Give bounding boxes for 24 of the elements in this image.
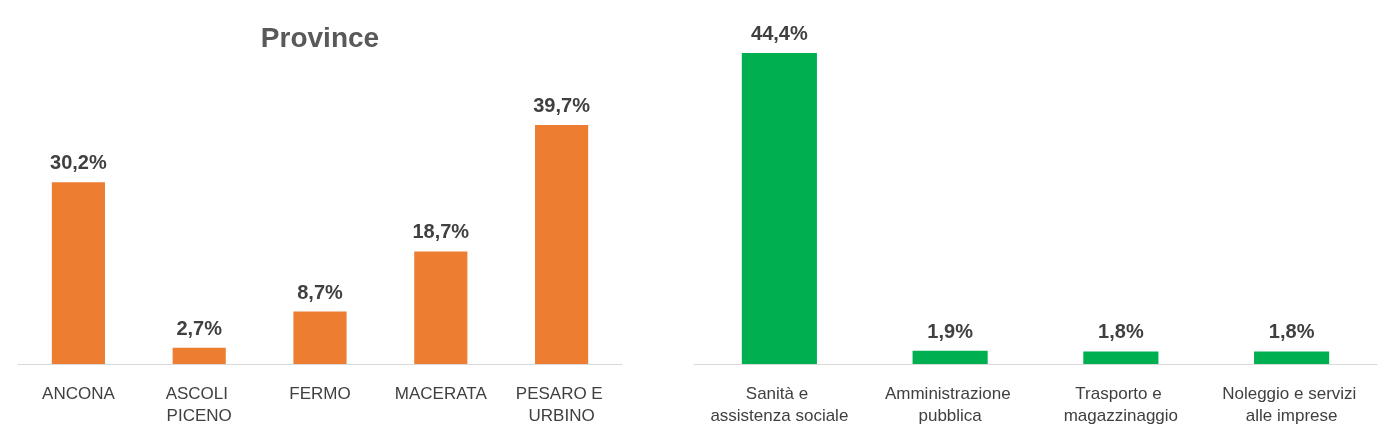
data-label: 1,8% [1268,320,1315,343]
x-tick-label: Amministrazione pubblica [884,383,1016,425]
x-tick-label: Sanità e assistenza sociale [710,383,849,425]
x-tick-label: ASCOLI PICENO [165,383,233,425]
x-tick-label: Trasporto e magazzinaggio [1063,383,1179,425]
x-tick-label: PESARO E URBINO [515,383,608,425]
x-tick-label: MACERATA [394,383,488,403]
x-tick-label: ANCONA [42,383,116,403]
bar [293,311,347,364]
data-label: 8,7% [297,280,344,303]
chart-title: Province [260,21,380,53]
bar [51,182,105,364]
bar [535,125,589,364]
data-label: 1,9% [927,319,974,342]
data-label: 18,7% [412,220,470,243]
x-tick-label: FERMO [289,383,351,403]
data-label: 2,7% [176,316,223,339]
data-label: 44,4% [751,22,808,44]
data-label: 39,7% [533,94,591,116]
data-label: 30,2% [50,151,107,174]
bar [172,347,226,364]
data-label: 1,8% [1098,320,1144,343]
bar [414,251,468,364]
x-tick-label: Noleggio e servizi alle imprese [1222,383,1362,425]
